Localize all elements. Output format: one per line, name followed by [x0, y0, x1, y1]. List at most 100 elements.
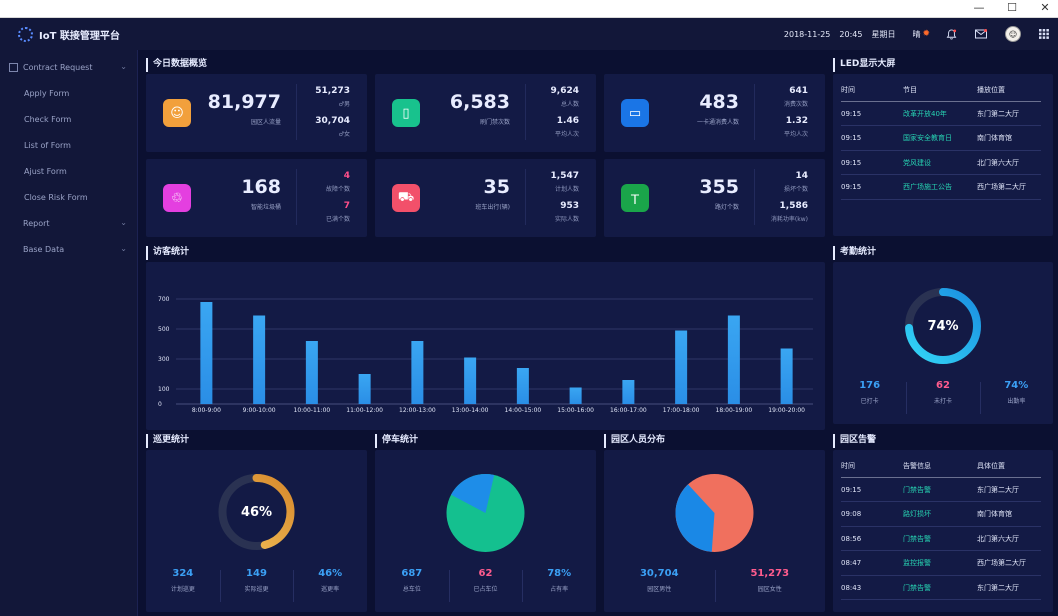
- kpi-sub-label: 消耗功率(kw): [770, 216, 808, 223]
- stat-divider: [522, 570, 524, 602]
- kpi-sub-label: 实际人数: [554, 216, 579, 223]
- sidebar-group-contract-request[interactable]: Contract Request ⌄: [0, 54, 137, 80]
- kpi-sub-value: 1.32: [785, 116, 808, 126]
- sidebar-item-apply-form[interactable]: Apply Form: [24, 88, 70, 98]
- bar[interactable]: [675, 330, 688, 405]
- table-cell: 门禁告警: [903, 534, 931, 543]
- x-tick-label: 19:00-20:00: [768, 407, 805, 414]
- apps-button[interactable]: [1039, 29, 1049, 39]
- table-row[interactable]: 09:15 党风建设 北门第六大厅: [841, 151, 1041, 175]
- people-card: 30,704 园区男性 51,273 园区女性: [604, 450, 825, 612]
- stat-value: 74%: [1004, 380, 1029, 391]
- kpi-sub-label: 已满个数: [325, 216, 350, 223]
- kpi-value: 483: [699, 91, 739, 113]
- bar[interactable]: [358, 374, 371, 404]
- stat-label: 占有率: [550, 586, 569, 593]
- kpi-divider: [754, 84, 755, 140]
- stat-item: 62 未打卡: [906, 380, 979, 405]
- table-row[interactable]: 09:15 西广场施工公告 西广场第二大厅: [841, 176, 1041, 200]
- bar[interactable]: [200, 302, 213, 404]
- message-button[interactable]: [975, 29, 987, 39]
- kpi-value: 6,583: [449, 91, 510, 113]
- topbar-right: 2018-11-25 20:45 星期日 晴 ✹ ☺: [784, 18, 1058, 50]
- maximize-button[interactable]: ☐: [1007, 1, 1017, 14]
- table-cell: 路灯损坏: [903, 510, 931, 518]
- visitors-title: 访客统计: [146, 246, 189, 260]
- table-row[interactable]: 09:15 门禁告警 东门第二大厅: [841, 478, 1041, 502]
- bar[interactable]: [569, 387, 582, 405]
- bar[interactable]: [780, 348, 793, 405]
- stat-value: 149: [246, 568, 267, 579]
- table-cell: 08:47: [841, 559, 862, 567]
- table-header-cell: 节目: [903, 85, 917, 94]
- stat-label: 未打卡: [933, 398, 952, 405]
- sidebar-group-base-data[interactable]: Base Data ⌄: [0, 236, 137, 262]
- y-tick-label: 0: [158, 401, 162, 408]
- kpi-divider: [754, 169, 755, 225]
- sidebar-group-label: Contract Request: [23, 62, 93, 72]
- kpi-sub-label: ♂男: [338, 101, 350, 108]
- stat-item: 30,704 园区男性: [604, 568, 715, 593]
- notification-button[interactable]: [946, 28, 957, 40]
- kpi-sub-value: 1.46: [556, 116, 579, 126]
- table-row[interactable]: 08:47 监控报警 西广场第二大厅: [841, 552, 1041, 576]
- stat-item: 46% 巡更率: [293, 568, 367, 593]
- kpi-sub-value: 14: [795, 171, 808, 181]
- attendance-ring-progress: [905, 288, 981, 364]
- table-cell: 东门第二大厅: [977, 485, 1019, 494]
- people-title: 园区人员分布: [604, 434, 665, 448]
- user-avatar[interactable]: ☺: [1005, 26, 1021, 42]
- date-text: 2018-11-25: [783, 29, 831, 39]
- bar[interactable]: [727, 315, 740, 405]
- time-text: 20:45: [839, 29, 863, 39]
- visitors-bar-chart: 0 100 300 500 700 8:00-9:00 9:00-10:00 10:00-11…: [158, 296, 813, 414]
- table-cell: 北门第六大厅: [977, 534, 1019, 543]
- bell-icon: [946, 28, 957, 40]
- bar[interactable]: [253, 315, 266, 405]
- bar[interactable]: [516, 368, 529, 404]
- stat-value: 51,273: [750, 568, 790, 579]
- x-tick-label: 13:00-14:00: [452, 407, 489, 414]
- x-tick-label: 18:00-19:00: [716, 407, 753, 414]
- bar[interactable]: [622, 380, 635, 404]
- attendance-stats: 176 已打卡 62 未打卡 74% 出勤率: [833, 380, 1053, 416]
- people-pie-slice-minor[interactable]: [675, 484, 715, 552]
- kpi-divider: [525, 169, 526, 225]
- kpi-label: 刷门禁次数: [479, 119, 510, 126]
- table-row[interactable]: 09:08 路灯损坏 南门体育馆: [841, 503, 1041, 527]
- alerts-card: 时间 告警信息 具体位置 09:15 门禁告警 东门第二大厅 09:08 路灯损坏 南门体育馆 0…: [833, 450, 1053, 612]
- bar[interactable]: [411, 341, 424, 404]
- sidebar-item-list-of-form[interactable]: List of Form: [24, 140, 71, 150]
- table-cell: 南门体育馆: [977, 510, 1012, 518]
- sidebar-group-report[interactable]: Report ⌄: [0, 210, 137, 236]
- table-row[interactable]: 09:15 国家安全教育日 南门体育馆: [841, 127, 1041, 151]
- patrol-card: 46% 324 计划巡更 149 实际巡更 46% 巡更率: [146, 450, 367, 612]
- table-header-cell: 时间: [841, 461, 855, 470]
- parking-pie-slice-minor[interactable]: [451, 474, 495, 513]
- patrol-ring-progress: [218, 474, 295, 550]
- minimize-button[interactable]: —: [973, 1, 985, 14]
- bar[interactable]: [464, 357, 477, 405]
- parking-title: 停车统计: [375, 434, 418, 448]
- x-tick-label: 12:00-13:00: [399, 407, 436, 414]
- bar[interactable]: [305, 341, 318, 404]
- table-cell: 东门第二大厅: [977, 109, 1019, 118]
- table-row[interactable]: 09:15 改革开放40年 东门第二大厅: [841, 102, 1041, 126]
- table-row[interactable]: 08:43 门禁告警 东门第二大厅: [841, 576, 1041, 600]
- sidebar-item-ajust-form[interactable]: Ajust Form: [24, 166, 67, 176]
- kpi-divider: [525, 84, 526, 140]
- patrol-ring: [218, 474, 295, 550]
- kpi-value: 168: [241, 176, 281, 198]
- x-tick-label: 8:00-9:00: [192, 407, 221, 414]
- table-row[interactable]: 08:56 门禁告警 北门第六大厅: [841, 527, 1041, 551]
- patrol-percent: 46%: [240, 505, 273, 520]
- parking-pie: [446, 474, 525, 552]
- stat-label: 计划巡更: [170, 586, 195, 593]
- close-button[interactable]: ✕: [1040, 1, 1050, 14]
- sidebar-item-close-risk-form[interactable]: Close Risk Form: [24, 192, 88, 202]
- stat-label: 已占车位: [473, 586, 498, 593]
- logo[interactable]: IoT 联接管理平台: [0, 18, 138, 50]
- sidebar-item-check-form[interactable]: Check Form: [24, 114, 72, 124]
- stat-item: 324 计划巡更: [146, 568, 220, 593]
